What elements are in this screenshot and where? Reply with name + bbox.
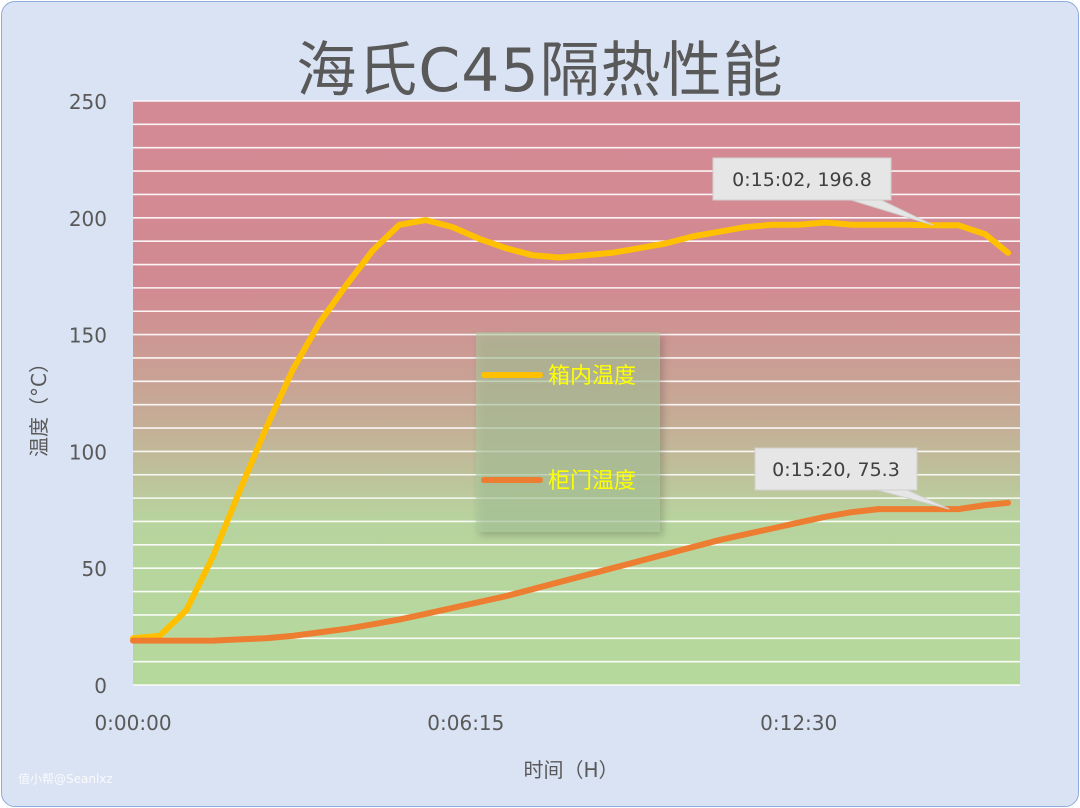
legend-label-1: 箱内温度 [548,364,636,389]
chart-title: 海氏C45隔热性能 [296,36,784,106]
y-tick-label: 200 [69,207,107,231]
annotation-box-1 [712,157,892,201]
legend [476,332,660,532]
series-lines [130,217,1011,644]
y-tick-label: 150 [69,324,107,348]
annotation-label-1: 0:15:02, 196.8 [732,169,872,191]
y-tick-label: 0 [94,674,107,698]
x-tick-label: 0:12:30 [760,711,837,735]
x-tick-label: 0:00:00 [94,711,171,735]
annotation-box-2 [754,447,918,491]
y-axis-title: 温度（°C） [27,353,51,457]
y-tick-label: 50 [82,557,107,581]
series-line-1 [130,217,1011,642]
annotation-label-2: 0:15:20, 75.3 [772,459,900,481]
watermark: 值小帮@Seanlxz [18,772,113,786]
y-axis-ticks: 0 50 100 150 200 250 [69,90,107,698]
data-annotations: 0:15:02, 196.8 0:15:20, 75.3 [712,157,950,510]
y-tick-label: 100 [69,440,107,464]
series-line-2 [130,499,1011,644]
legend-label-2: 柜门温度 [548,469,636,494]
y-tick-label: 250 [69,90,107,114]
x-axis-ticks: 0:00:00 0:06:15 0:12:30 [94,711,837,735]
x-axis-title: 时间（H） [523,758,618,782]
x-tick-label: 0:06:15 [427,711,504,735]
legend-box [476,332,660,532]
